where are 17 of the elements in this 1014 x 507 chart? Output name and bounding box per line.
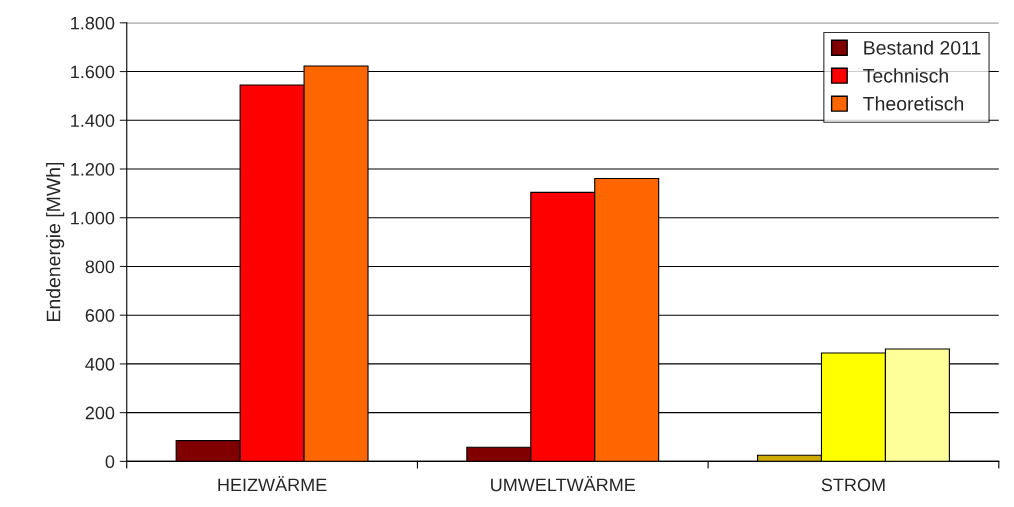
y-tick-label: 600 bbox=[85, 309, 115, 322]
x-tick-label: UMWELTWÄRME bbox=[491, 476, 636, 492]
y-tick-label: 1.600 bbox=[71, 65, 115, 79]
y-tick-label: 1.400 bbox=[71, 114, 115, 127]
y-tick-label: 1.000 bbox=[71, 211, 115, 225]
y-tick-label: 1.200 bbox=[71, 162, 115, 176]
y-tick-label: 800 bbox=[85, 260, 115, 274]
legend-label: Bestand 2011 bbox=[864, 40, 981, 55]
legend-label: Theoretisch bbox=[863, 96, 964, 111]
y-tick-label: 200 bbox=[85, 406, 115, 420]
x-tick-label: STROM bbox=[821, 478, 885, 492]
x-tick-label: HEIZWÄRME bbox=[218, 476, 327, 492]
y-axis-title: Endenergie [MWh] bbox=[46, 162, 65, 322]
y-tick-label: 0 bbox=[105, 455, 115, 469]
y-tick-label: 400 bbox=[85, 357, 115, 371]
y-tick-label: 1.800 bbox=[71, 16, 115, 30]
legend-label: Technisch bbox=[863, 68, 948, 83]
